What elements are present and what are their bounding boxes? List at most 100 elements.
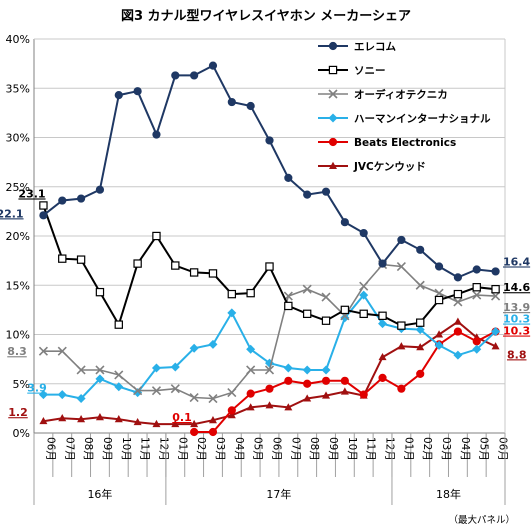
legend-label: オーディオテクニカ <box>354 88 448 101</box>
data-point <box>283 363 293 373</box>
data-point <box>114 320 123 329</box>
x-axis-labels: 06月 07月 08月 09月 10月 11月 12月 01月 02月 03月 04月 05月 06月 0… <box>33 433 509 505</box>
month-label: 12月 <box>157 437 169 461</box>
data-point <box>114 370 124 380</box>
data-point <box>227 97 236 107</box>
data-point <box>397 235 406 245</box>
month-label: 09月 <box>101 437 113 461</box>
data-point <box>472 290 482 300</box>
data-point <box>416 318 425 327</box>
legend-label: エレコム <box>354 41 396 53</box>
data-point <box>170 384 180 394</box>
data-point <box>77 194 86 203</box>
data-point <box>227 411 236 419</box>
month-label: 06月 <box>271 437 283 461</box>
data-point <box>340 218 349 227</box>
data-point <box>114 91 123 100</box>
data-point <box>76 255 86 264</box>
data-point <box>265 401 274 409</box>
data-point <box>95 413 104 421</box>
data-point <box>397 321 406 330</box>
data-point <box>39 416 48 425</box>
data-point <box>190 419 199 428</box>
month-label: 02月 <box>421 437 433 461</box>
data-point <box>453 273 462 282</box>
month-label: 12月 <box>384 437 396 461</box>
month-label: 05月 <box>252 437 264 461</box>
data-point <box>328 65 338 75</box>
month-label: 04月 <box>459 437 471 461</box>
data-point <box>340 313 350 323</box>
data-point <box>57 346 67 356</box>
year-label: 16年 <box>87 487 112 501</box>
legend-item: Beats Electronics <box>318 137 456 149</box>
year-label: 17年 <box>266 487 291 501</box>
data-point <box>435 330 444 338</box>
end-value-label: 14.6 <box>503 281 530 294</box>
month-label: 08月 <box>308 437 320 461</box>
month-label: 06月 <box>497 437 509 461</box>
data-point <box>208 269 218 278</box>
data-point <box>472 337 481 346</box>
legend-item: JVCケンウッド <box>318 161 426 173</box>
data-point <box>472 265 481 274</box>
series-group <box>38 61 501 437</box>
legend-label: ソニー <box>354 65 386 77</box>
data-point <box>246 288 255 298</box>
data-point <box>453 297 463 307</box>
data-point <box>321 365 331 375</box>
data-point <box>491 284 500 294</box>
y-tick-label: 5% <box>13 378 30 391</box>
data-point <box>265 136 274 145</box>
month-label: 03月 <box>214 437 226 461</box>
month-label: 10月 <box>120 437 132 461</box>
month-label: 01月 <box>402 437 414 461</box>
y-tick-label: 30% <box>6 132 30 145</box>
data-point <box>416 369 425 378</box>
data-point <box>265 384 274 393</box>
data-point <box>190 71 199 80</box>
data-point <box>340 305 350 315</box>
data-point <box>378 352 387 361</box>
legend-item: オーディオテクニカ <box>318 88 448 101</box>
data-point <box>453 289 463 299</box>
data-point <box>472 344 482 354</box>
start-value-label: 3.9 <box>27 382 47 395</box>
y-tick-label: 25% <box>6 181 30 194</box>
y-tick-label: 20% <box>6 230 30 243</box>
data-point <box>453 317 462 325</box>
month-label: 05月 <box>478 437 490 461</box>
legend-label: JVCケンウッド <box>353 161 426 173</box>
data-point <box>208 415 217 424</box>
month-label: 07月 <box>289 437 301 461</box>
start-value-label: 8.3 <box>7 345 27 358</box>
month-label: 04月 <box>233 437 245 461</box>
data-point <box>76 365 86 375</box>
data-point <box>328 113 338 123</box>
end-value-label: 8.8 <box>507 348 527 361</box>
year-label: 18年 <box>436 487 461 501</box>
data-point <box>133 417 142 426</box>
data-point <box>38 390 48 400</box>
data-point <box>38 346 48 356</box>
data-point <box>114 415 123 423</box>
legend-item: ソニー <box>318 65 386 77</box>
data-point <box>151 363 161 373</box>
data-point <box>453 327 462 336</box>
chart-title: 図3 カナル型ワイヤレスイヤホン メーカーシェア <box>121 8 411 24</box>
data-point <box>359 281 369 291</box>
data-point <box>415 280 425 290</box>
end-value-label: 10.3 <box>503 325 530 338</box>
y-tick-label: 0% <box>13 427 30 440</box>
data-point <box>397 342 406 350</box>
data-point <box>328 137 338 147</box>
start-value-label: 0.1 <box>172 411 192 424</box>
series-0 <box>39 61 500 282</box>
data-point <box>152 231 161 241</box>
data-point <box>491 327 501 337</box>
data-point <box>434 288 444 298</box>
month-label: 11月 <box>365 437 377 461</box>
data-point <box>171 261 180 270</box>
data-point <box>77 415 86 423</box>
